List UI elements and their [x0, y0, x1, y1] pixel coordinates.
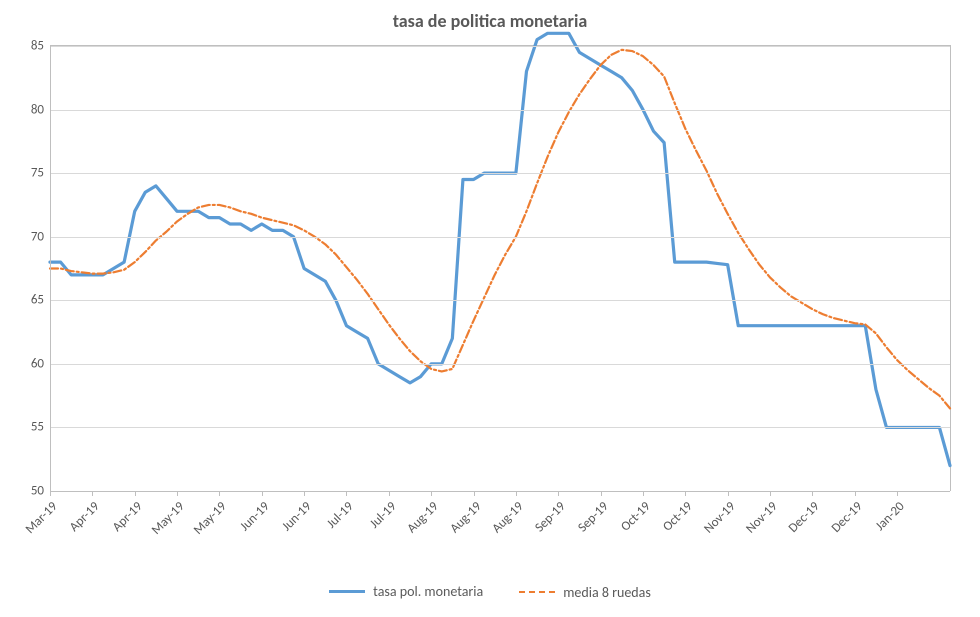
x-tick-mark — [304, 491, 305, 496]
x-tick-mark — [855, 491, 856, 496]
x-tick-mark — [770, 491, 771, 496]
x-tick-label: Jun-19 — [279, 499, 314, 534]
x-tick-label: Mar-19 — [23, 499, 61, 537]
x-tick-label: May-19 — [149, 499, 188, 538]
legend-item: tasa pol. monetaria — [329, 583, 483, 600]
x-tick-label: Aug-19 — [405, 499, 442, 536]
y-tick-label: 60 — [31, 356, 44, 371]
legend-label: media 8 ruedas — [563, 584, 651, 601]
x-tick-mark — [262, 491, 263, 496]
y-tick-label: 65 — [31, 293, 44, 308]
x-tick-label: Nov-19 — [701, 499, 738, 536]
x-tick-label: Aug-19 — [447, 499, 484, 536]
x-tick-mark — [601, 491, 602, 496]
x-tick-mark — [346, 491, 347, 496]
x-tick-mark — [389, 491, 390, 496]
x-tick-label: Dec-19 — [828, 499, 865, 536]
series-line — [50, 33, 950, 465]
legend-swatch — [329, 590, 365, 593]
x-tick-mark — [474, 491, 475, 496]
x-tick-mark — [50, 491, 51, 496]
y-tick-label: 85 — [31, 39, 44, 54]
x-tick-label: Apr-19 — [67, 499, 103, 535]
plot-area: 5055606570758085Mar-19Apr-19Apr-19May-19… — [50, 45, 951, 491]
chart-container: tasa de politica monetaria 5055606570758… — [0, 0, 980, 617]
x-tick-label: Apr-19 — [109, 499, 145, 535]
x-tick-mark — [812, 491, 813, 496]
x-tick-label: Aug-19 — [489, 499, 526, 536]
y-tick-label: 55 — [31, 420, 44, 435]
x-tick-mark — [219, 491, 220, 496]
x-tick-mark — [728, 491, 729, 496]
x-tick-mark — [685, 491, 686, 496]
x-tick-label: Sep-19 — [575, 499, 611, 535]
x-tick-mark — [897, 491, 898, 496]
y-gridline — [50, 364, 950, 365]
y-gridline — [50, 427, 950, 428]
chart-title: tasa de politica monetaria — [0, 10, 980, 32]
y-tick-label: 80 — [31, 102, 44, 117]
legend: tasa pol. monetaria media 8 ruedas — [0, 580, 980, 601]
x-tick-mark — [643, 491, 644, 496]
y-gridline — [50, 300, 950, 301]
x-tick-label: Sep-19 — [532, 499, 568, 535]
x-tick-label: Jul-19 — [324, 499, 357, 532]
series-svg — [50, 46, 950, 491]
y-gridline — [50, 237, 950, 238]
x-tick-label: Jan-20 — [873, 499, 908, 534]
x-tick-mark — [516, 491, 517, 496]
x-tick-mark — [558, 491, 559, 496]
y-tick-label: 50 — [31, 484, 44, 499]
y-gridline — [50, 110, 950, 111]
legend-item: media 8 ruedas — [519, 584, 651, 601]
y-tick-label: 70 — [31, 229, 44, 244]
x-tick-label: Oct-19 — [660, 499, 696, 535]
x-tick-label: Oct-19 — [618, 499, 654, 535]
x-axis-line — [50, 491, 950, 492]
x-tick-mark — [92, 491, 93, 496]
legend-swatch — [519, 591, 555, 593]
y-gridline — [50, 46, 950, 47]
y-tick-label: 75 — [31, 166, 44, 181]
x-tick-mark — [177, 491, 178, 496]
x-tick-label: Jul-19 — [367, 499, 400, 532]
x-tick-label: Jun-19 — [237, 499, 272, 534]
x-tick-label: May-19 — [191, 499, 230, 538]
x-tick-mark — [135, 491, 136, 496]
x-tick-label: Nov-19 — [743, 499, 780, 536]
y-gridline — [50, 173, 950, 174]
y-axis-line — [50, 46, 51, 491]
legend-label: tasa pol. monetaria — [373, 583, 483, 600]
x-tick-label: Dec-19 — [786, 499, 823, 536]
series-line — [50, 50, 950, 409]
x-tick-mark — [431, 491, 432, 496]
